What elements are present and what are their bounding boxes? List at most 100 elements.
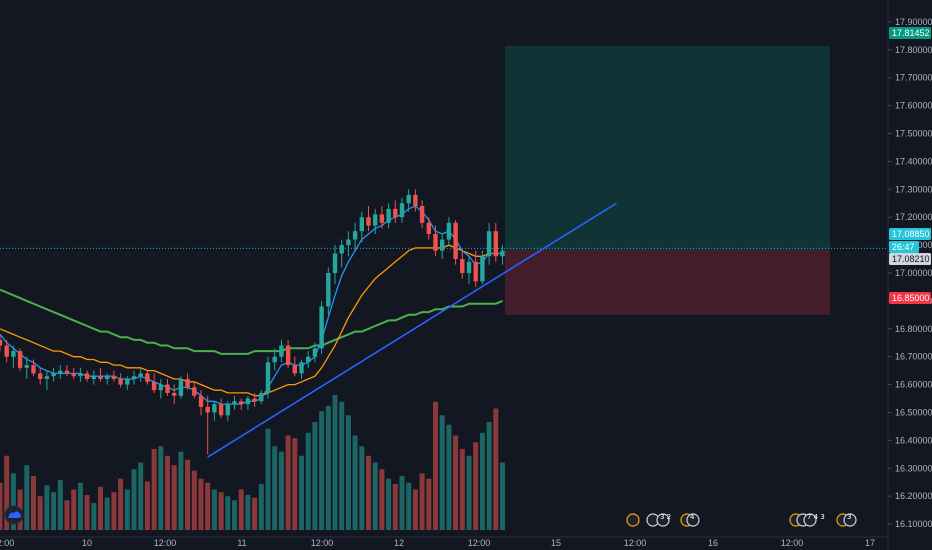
candle-body [98,376,103,379]
ema-short-line [0,205,503,405]
candle-body [453,222,458,260]
candle-body [111,376,117,379]
volume-bar [98,486,103,530]
y-tick-label: 17.80000 [895,45,932,55]
volume-bar [165,455,170,530]
event-marker-group[interactable]: 3 2 [626,513,671,527]
volume-bar [258,484,264,530]
y-tick-label: 17.20000 [895,212,932,222]
volume-bar [325,405,331,530]
volume-bar [379,469,385,530]
position-zones [0,45,888,315]
volume-bar [372,462,378,530]
volume-bar [185,459,191,530]
y-tick-label: 17.90000 [895,17,932,27]
x-tick-label: 12 [394,538,404,548]
candle-body [259,392,264,402]
volume-bar [299,455,304,530]
candle-body [460,259,465,273]
candle-body [399,203,405,218]
event-count: 3 2 [660,513,671,521]
volume-bar [198,478,204,530]
volume-bar [10,473,16,530]
volume-bar [339,401,345,530]
volume-bar [4,455,10,530]
volume-bar [24,465,30,530]
candle-body [225,404,230,416]
event-count: 4 [690,513,695,521]
volume-bar [31,476,36,530]
y-tick-label: 16.10000 [895,519,932,529]
volume-bar [265,428,271,530]
price-tags: 17.81452 17.08850 26:47 17.08210 16.85000 [889,27,931,304]
candle-body [466,261,472,273]
x-tick-label: 12:00 [154,538,177,548]
volume-bar [51,492,57,530]
volume-bar [238,489,244,530]
indicator-lines [0,205,503,405]
candle-body [165,384,170,393]
candle-body [151,381,157,391]
y-tick-label: 16.20000 [895,491,932,501]
tradingview-logo-icon[interactable] [4,505,24,525]
take-profit-zone [505,45,830,251]
volume-bar [446,424,452,530]
price-tag-stop-loss [889,292,931,304]
candle-body [252,398,257,402]
candle-body [51,373,56,377]
candle-body [279,345,284,357]
candle-body [198,395,204,407]
price-tag-label: 17.08210 [892,254,930,264]
candle-body [352,231,358,240]
volume-bar [486,422,492,530]
candle-body [158,384,163,391]
candle-body [38,373,43,379]
volume-bar [305,432,311,530]
volume-bar [319,411,325,530]
volume-bar [131,469,137,530]
stop-loss-zone [505,250,830,315]
price-tag-last-price [889,228,931,240]
volume-bar [118,478,124,530]
event-marker-group[interactable]: 3 [836,513,857,527]
volume-bar [399,476,405,530]
candle-body [366,217,371,226]
event-flag-icon [626,513,640,527]
candle-body [426,222,431,234]
y-tick-label: 16.60000 [895,380,932,390]
price-tag-take-profit [889,27,931,39]
volume-bar [493,408,499,530]
y-tick-label: 17.70000 [895,73,932,83]
event-flag-icon [656,513,670,527]
x-tick-label: 12:00 [468,538,491,548]
candle-body [312,348,318,357]
candle-body [480,256,485,282]
candle-body [433,233,438,251]
y-tick-label: 17.30000 [895,184,932,194]
y-tick-label: 16.30000 [895,463,932,473]
volume-bar [191,470,197,530]
x-tick-label: 12:00 [0,538,14,548]
candle-body [500,250,505,257]
event-flag-icon [686,513,700,527]
candle-body [440,239,445,251]
volume-bar [332,395,338,530]
volume-bar [345,415,351,530]
event-markers[interactable]: 3 2 4 7 4 3 3 [626,513,857,527]
volume-bar [205,482,211,530]
candle-body [84,373,90,379]
volume-bar [285,435,291,530]
trendline-drawing[interactable] [207,202,617,458]
candle-body [413,194,418,207]
volume-bar [453,435,459,530]
event-marker-group[interactable]: 7 4 3 [789,513,825,527]
volume-bar [44,485,50,530]
event-marker-group[interactable]: 4 [680,513,700,527]
volume-bar [151,449,157,530]
volume-bar [359,446,365,530]
candle-body [172,392,177,396]
x-tick-label: 12:00 [781,538,804,548]
volume-bar [138,462,144,530]
sma-long-line [0,288,503,355]
